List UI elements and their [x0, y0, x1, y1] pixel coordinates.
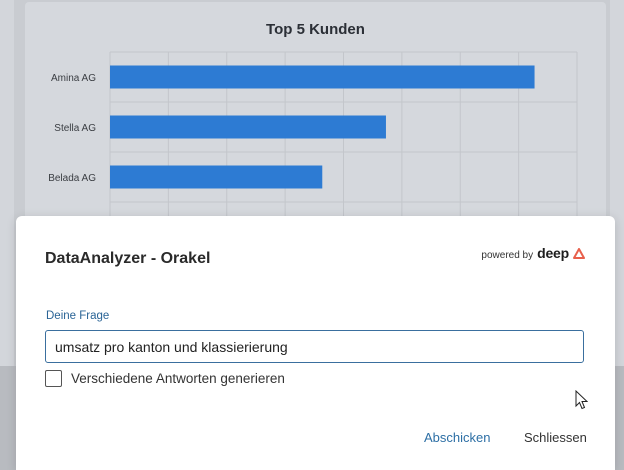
- multi-answer-label[interactable]: Verschiedene Antworten generieren: [71, 371, 285, 386]
- question-label: Deine Frage: [46, 310, 110, 322]
- close-button[interactable]: Schliessen: [524, 430, 587, 445]
- mouse-pointer-icon: [575, 390, 588, 410]
- dialog-title: DataAnalyzer - Orakel: [45, 250, 211, 267]
- powered-by-label: powered by: [481, 250, 534, 261]
- triangle-logo-icon: [573, 248, 585, 259]
- chart-category-label: Belada AG: [48, 173, 96, 184]
- chart-title: Top 5 Kunden: [266, 21, 365, 38]
- oracle-dialog: DataAnalyzer - Orakel powered by deep De…: [16, 216, 615, 470]
- powered-by-badge: powered by deep: [481, 245, 585, 261]
- chart-bar: [110, 165, 323, 189]
- multi-answer-checkbox[interactable]: [45, 370, 62, 387]
- multi-answer-option[interactable]: Verschiedene Antworten generieren: [45, 370, 285, 387]
- adjacent-card-left: [0, 0, 14, 470]
- chart-bar: [110, 115, 386, 139]
- brand-name: deep: [537, 245, 569, 261]
- chart-category-label: Stella AG: [54, 123, 96, 134]
- chart-bar: [110, 65, 535, 89]
- question-input[interactable]: [45, 330, 584, 363]
- chart-category-label: Amina AG: [51, 73, 96, 84]
- submit-button[interactable]: Abschicken: [424, 430, 491, 445]
